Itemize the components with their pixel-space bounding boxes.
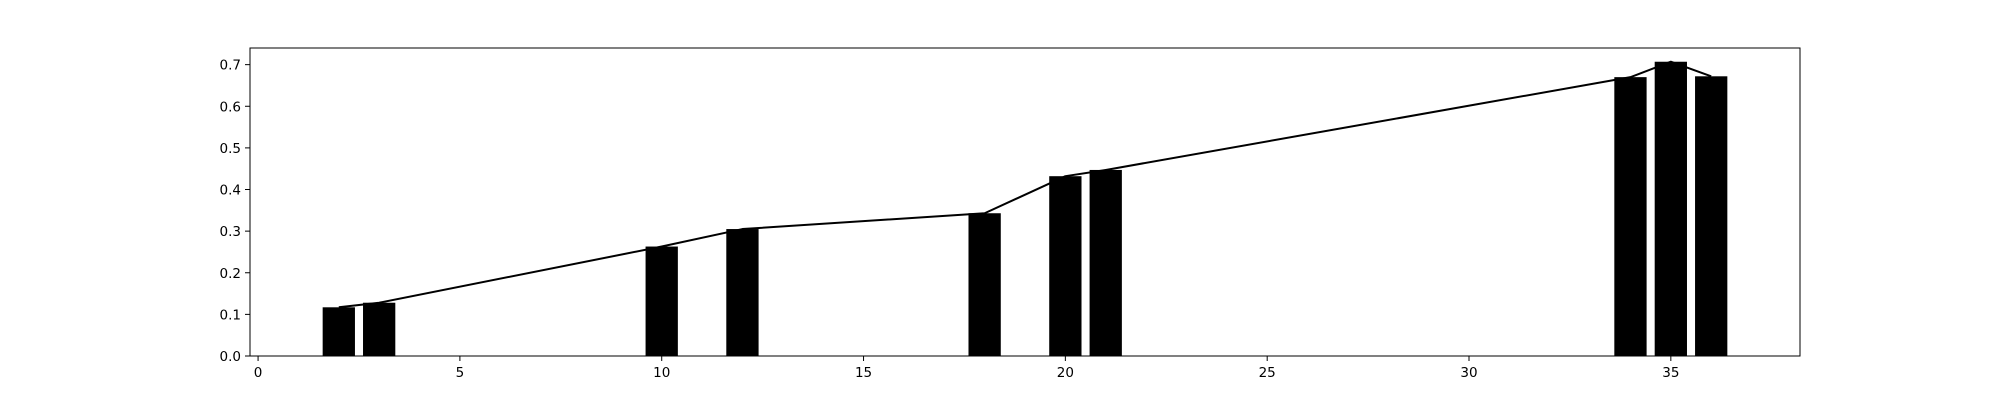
bar bbox=[363, 302, 396, 356]
y-tick-label: 0.7 bbox=[220, 58, 241, 74]
y-tick-label: 0.5 bbox=[220, 141, 241, 157]
x-axis: 0 5 10 15 20 25 30 35 bbox=[254, 356, 1679, 381]
x-tick-label: 15 bbox=[855, 365, 872, 381]
bar bbox=[1089, 169, 1122, 356]
plot-frame bbox=[249, 47, 1801, 357]
x-tick-label: 5 bbox=[456, 365, 465, 381]
y-axis: 0.0 0.1 0.2 0.3 0.4 0.5 0.6 0.7 bbox=[220, 58, 250, 365]
y-tick-label: 0.3 bbox=[220, 224, 241, 240]
x-tick-label: 30 bbox=[1460, 365, 1477, 381]
bar bbox=[1654, 61, 1687, 357]
bar bbox=[322, 307, 355, 356]
x-tick-label: 20 bbox=[1057, 365, 1074, 381]
bar bbox=[645, 246, 678, 356]
trend-line bbox=[338, 60, 1712, 309]
y-tick-label: 0.1 bbox=[220, 307, 241, 323]
x-tick-label: 0 bbox=[254, 365, 263, 381]
bar bbox=[968, 213, 1001, 356]
bars bbox=[322, 61, 1728, 357]
y-tick-label: 0.2 bbox=[220, 266, 241, 282]
bar bbox=[726, 229, 759, 356]
bar bbox=[1049, 176, 1082, 356]
y-tick-label: 0.6 bbox=[220, 99, 241, 115]
bar bbox=[1614, 77, 1647, 356]
x-tick-label: 10 bbox=[653, 365, 670, 381]
x-tick-label: 35 bbox=[1662, 365, 1679, 381]
bar bbox=[1695, 76, 1728, 357]
x-tick-label: 25 bbox=[1259, 365, 1276, 381]
y-tick-label: 0.0 bbox=[220, 349, 241, 365]
trend-line-layer bbox=[338, 60, 1712, 309]
y-tick-label: 0.4 bbox=[220, 183, 241, 199]
